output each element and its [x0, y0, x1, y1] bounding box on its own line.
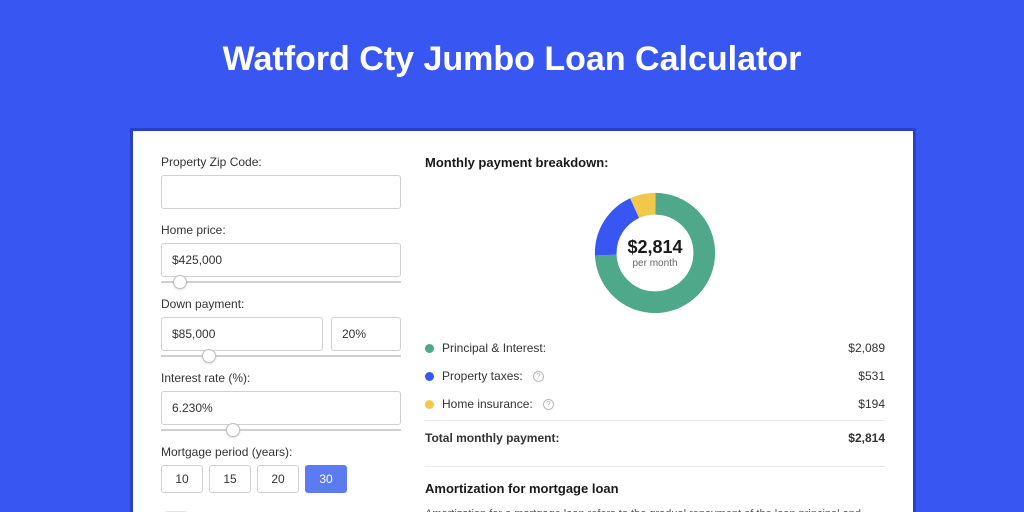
breakdown-panel: Monthly payment breakdown: $2,814 per mo… [425, 155, 885, 512]
info-icon[interactable]: ? [533, 371, 544, 382]
info-icon[interactable]: ? [543, 399, 554, 410]
home-price-slider[interactable] [161, 275, 401, 289]
total-value: $2,814 [848, 431, 885, 445]
down-payment-slider-thumb[interactable] [202, 349, 216, 363]
page-title: Watford Cty Jumbo Loan Calculator [0, 0, 1024, 107]
period-option-20[interactable]: 20 [257, 465, 299, 493]
period-field: Mortgage period (years): 10152030 [161, 445, 401, 493]
zip-input[interactable] [161, 175, 401, 209]
interest-slider[interactable] [161, 423, 401, 437]
home-price-slider-thumb[interactable] [173, 275, 187, 289]
interest-slider-thumb[interactable] [226, 423, 240, 437]
interest-field: Interest rate (%): [161, 371, 401, 437]
total-label: Total monthly payment: [425, 431, 559, 445]
legend-dot [425, 400, 434, 409]
breakdown-row: Principal & Interest: $2,089 [425, 334, 885, 362]
down-payment-field: Down payment: [161, 297, 401, 363]
legend-dot [425, 372, 434, 381]
donut-center: $2,814 per month [627, 237, 682, 269]
amortization-text: Amortization for a mortgage loan refers … [425, 506, 885, 512]
home-price-input[interactable] [161, 243, 401, 277]
breakdown-row-label: Principal & Interest: [442, 341, 546, 355]
down-payment-amount-input[interactable] [161, 317, 323, 351]
amortization-title: Amortization for mortgage loan [425, 481, 885, 496]
breakdown-row: Home insurance:? $194 [425, 390, 885, 418]
period-option-10[interactable]: 10 [161, 465, 203, 493]
interest-input[interactable] [161, 391, 401, 425]
total-row: Total monthly payment: $2,814 [425, 420, 885, 452]
breakdown-row-label: Property taxes: [442, 369, 523, 383]
breakdown-row-value: $194 [858, 397, 885, 411]
period-options: 10152030 [161, 465, 401, 493]
period-option-30[interactable]: 30 [305, 465, 347, 493]
period-label: Mortgage period (years): [161, 445, 401, 459]
donut-chart-area: $2,814 per month [425, 180, 885, 330]
down-payment-slider[interactable] [161, 349, 401, 363]
period-option-15[interactable]: 15 [209, 465, 251, 493]
calculator-card-frame: Property Zip Code: Home price: Down paym… [130, 128, 916, 512]
down-payment-pct-input[interactable] [331, 317, 401, 351]
breakdown-row: Property taxes:? $531 [425, 362, 885, 390]
home-price-label: Home price: [161, 223, 401, 237]
home-price-field: Home price: [161, 223, 401, 289]
donut-sub: per month [627, 258, 682, 269]
zip-field: Property Zip Code: [161, 155, 401, 209]
donut-amount: $2,814 [627, 237, 682, 258]
zip-label: Property Zip Code: [161, 155, 401, 169]
legend-dot [425, 344, 434, 353]
calculator-card: Property Zip Code: Home price: Down paym… [133, 131, 913, 512]
breakdown-list: Principal & Interest: $2,089 Property taxe… [425, 334, 885, 418]
down-payment-label: Down payment: [161, 297, 401, 311]
breakdown-title: Monthly payment breakdown: [425, 155, 885, 170]
breakdown-row-label: Home insurance: [442, 397, 533, 411]
inputs-panel: Property Zip Code: Home price: Down paym… [161, 155, 401, 512]
interest-label: Interest rate (%): [161, 371, 401, 385]
amortization-section: Amortization for mortgage loan Amortizat… [425, 466, 885, 512]
breakdown-row-value: $531 [858, 369, 885, 383]
breakdown-row-value: $2,089 [848, 341, 885, 355]
